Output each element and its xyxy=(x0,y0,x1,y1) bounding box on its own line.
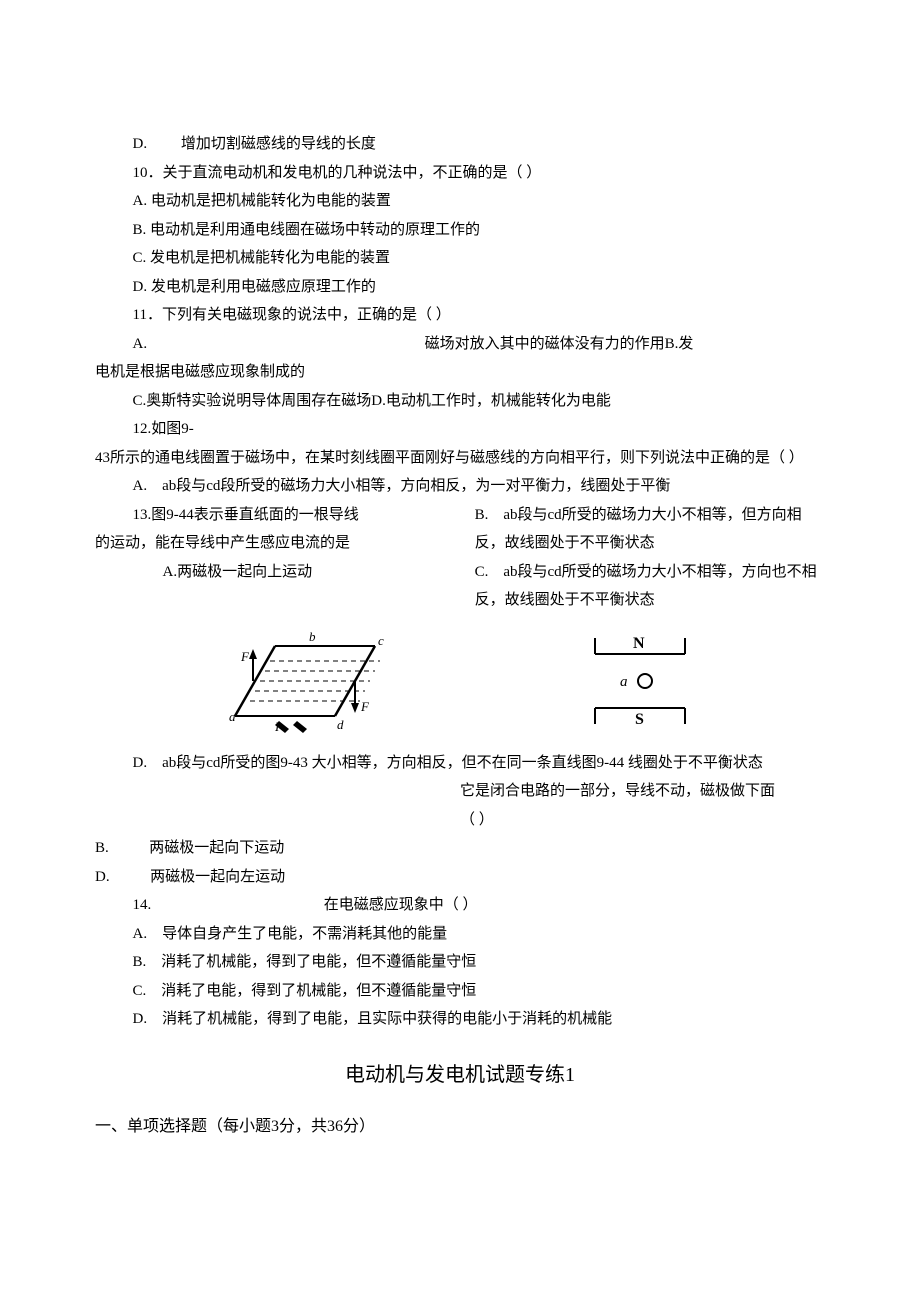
q12-stem-b: 43所示的通电线圈置于磁场中，在某时刻线圈平面刚好与磁感线的方向相平行，则下列说… xyxy=(95,444,825,473)
q10-option-a: A. 电动机是把机械能转化为电能的装置 xyxy=(95,187,825,216)
section-header: 一、单项选择题（每小题3分，共36分） xyxy=(95,1112,825,1142)
mixed-float-block: B. ab段与cd所受的磁场力大小不相等，但方向相反，故线圈处于不平衡状态 C.… xyxy=(95,501,825,615)
q10-stem: 10．关于直流电动机和发电机的几种说法中，不正确的是（ ） xyxy=(95,159,825,188)
svg-text:a: a xyxy=(229,709,236,724)
q12-optd-mid: 大小相等，方向相反，但不在同一条直线 xyxy=(308,755,582,771)
svg-text:a: a xyxy=(620,674,628,690)
q13-option-a: A.两磁极一起向上运动 xyxy=(95,558,460,587)
q14-stem-text: 在电磁感应现象中（ ） xyxy=(324,897,478,913)
q14-option-c: C. 消耗了电能，得到了机械能，但不遵循能量守恒 xyxy=(95,977,825,1006)
option-text: 增加切割磁感线的导线的长度 xyxy=(181,136,376,152)
q11-option-a-left: A. xyxy=(133,336,148,352)
option-letter-b: B. xyxy=(95,840,109,856)
coil-diagram-icon: a b c d F F I xyxy=(215,621,405,741)
q14-option-b: B. 消耗了机械能，得到了电能，但不遵循能量守恒 xyxy=(95,948,825,977)
q14-option-a: A. 导体自身产生了电能，不需消耗其他的能量 xyxy=(95,920,825,949)
fig-caption-944: 图9-44 xyxy=(582,755,625,771)
q11-stem: 11．下列有关电磁现象的说法中，正确的是（ ） xyxy=(95,301,825,330)
q13-option-d: D. 两磁极一起向左运动 xyxy=(95,863,825,892)
q13-stem-b: 的运动，能在导线中产生感应电流的是 xyxy=(95,529,460,558)
svg-text:F: F xyxy=(240,649,250,664)
q12-option-a: A. ab段与cd段所受的磁场力大小相等，方向相反，为一对平衡力，线圈处于平衡 xyxy=(95,472,825,501)
q13-left-column: 13.图9-44表示垂直纸面的一根导线 的运动，能在导线中产生感应电流的是 A.… xyxy=(95,501,460,587)
q13-optb-text: 两磁极一起向下运动 xyxy=(149,840,284,856)
svg-text:S: S xyxy=(635,711,644,728)
q12-option-b: B. ab段与cd所受的磁场力大小不相等，但方向相反，故线圈处于不平衡状态 xyxy=(475,501,825,558)
fig-caption-943: 图9-43 xyxy=(265,755,308,771)
option-letter: D. xyxy=(133,136,178,152)
svg-text:N: N xyxy=(633,635,645,652)
q12-option-d-line: D. ab段与cd所受的图9-43 大小相等，方向相反，但不在同一条直线图9-4… xyxy=(95,749,825,778)
figures-row: a b c d F F I N a S xyxy=(95,621,825,741)
q11-option-a-right: 磁场对放入其中的磁体没有力的作用B.发 xyxy=(425,336,694,352)
svg-text:F: F xyxy=(360,699,370,714)
q12-right-column: B. ab段与cd所受的磁场力大小不相等，但方向相反，故线圈处于不平衡状态 C.… xyxy=(475,501,825,615)
q11-option-c: C.奥斯特实验说明导体周围存在磁场D.电动机工作时，机械能转化为电能 xyxy=(95,387,825,416)
q9-option-d: D. 增加切割磁感线的导线的长度 xyxy=(95,130,825,159)
q13-tail-b: （ ） xyxy=(95,806,825,835)
q13-optd-text: 两磁极一起向左运动 xyxy=(150,869,285,885)
q10-option-c: C. 发电机是把机械能转化为电能的装置 xyxy=(95,244,825,273)
svg-text:d: d xyxy=(337,717,344,732)
q13-option-b: B. 两磁极一起向下运动 xyxy=(95,834,825,863)
svg-text:b: b xyxy=(309,629,316,644)
q12-optd-pre: D. ab段与cd所受的 xyxy=(133,755,266,771)
figure-9-44: N a S xyxy=(575,626,705,736)
q13-stem-a: 13.图9-44表示垂直纸面的一根导线 xyxy=(95,501,460,530)
q12-optd-post: 线圈处于不平衡状态 xyxy=(624,755,763,771)
q11-option-a-line: A. 磁场对放入其中的磁体没有力的作用B.发 xyxy=(95,330,825,359)
option-letter-d: D. xyxy=(95,869,110,885)
q14-stem: 14. 在电磁感应现象中（ ） xyxy=(95,891,825,920)
q14-option-d: D. 消耗了机械能，得到了电能，且实际中获得的电能小于消耗的机械能 xyxy=(95,1005,825,1034)
q10-option-d: D. 发电机是利用电磁感应原理工作的 xyxy=(95,273,825,302)
figure-9-43: a b c d F F I xyxy=(215,621,405,741)
svg-text:I: I xyxy=(274,719,280,734)
page-title: 电动机与发电机试题专练1 xyxy=(95,1056,825,1094)
q12-stem-a: 12.如图9- xyxy=(95,415,825,444)
q10-option-b: B. 电动机是利用通电线圈在磁场中转动的原理工作的 xyxy=(95,216,825,245)
svg-text:c: c xyxy=(378,633,384,648)
q14-number: 14. xyxy=(133,897,152,913)
magnet-wire-diagram-icon: N a S xyxy=(575,626,705,736)
q13-tail-a: 它是闭合电路的一部分，导线不动，磁极做下面 xyxy=(95,777,825,806)
q12-option-c: C. ab段与cd所受的磁场力大小不相等，方向也不相反，故线圈处于不平衡状态 xyxy=(475,558,825,615)
q11-option-a-cont: 电机是根据电磁感应现象制成的 xyxy=(95,358,825,387)
